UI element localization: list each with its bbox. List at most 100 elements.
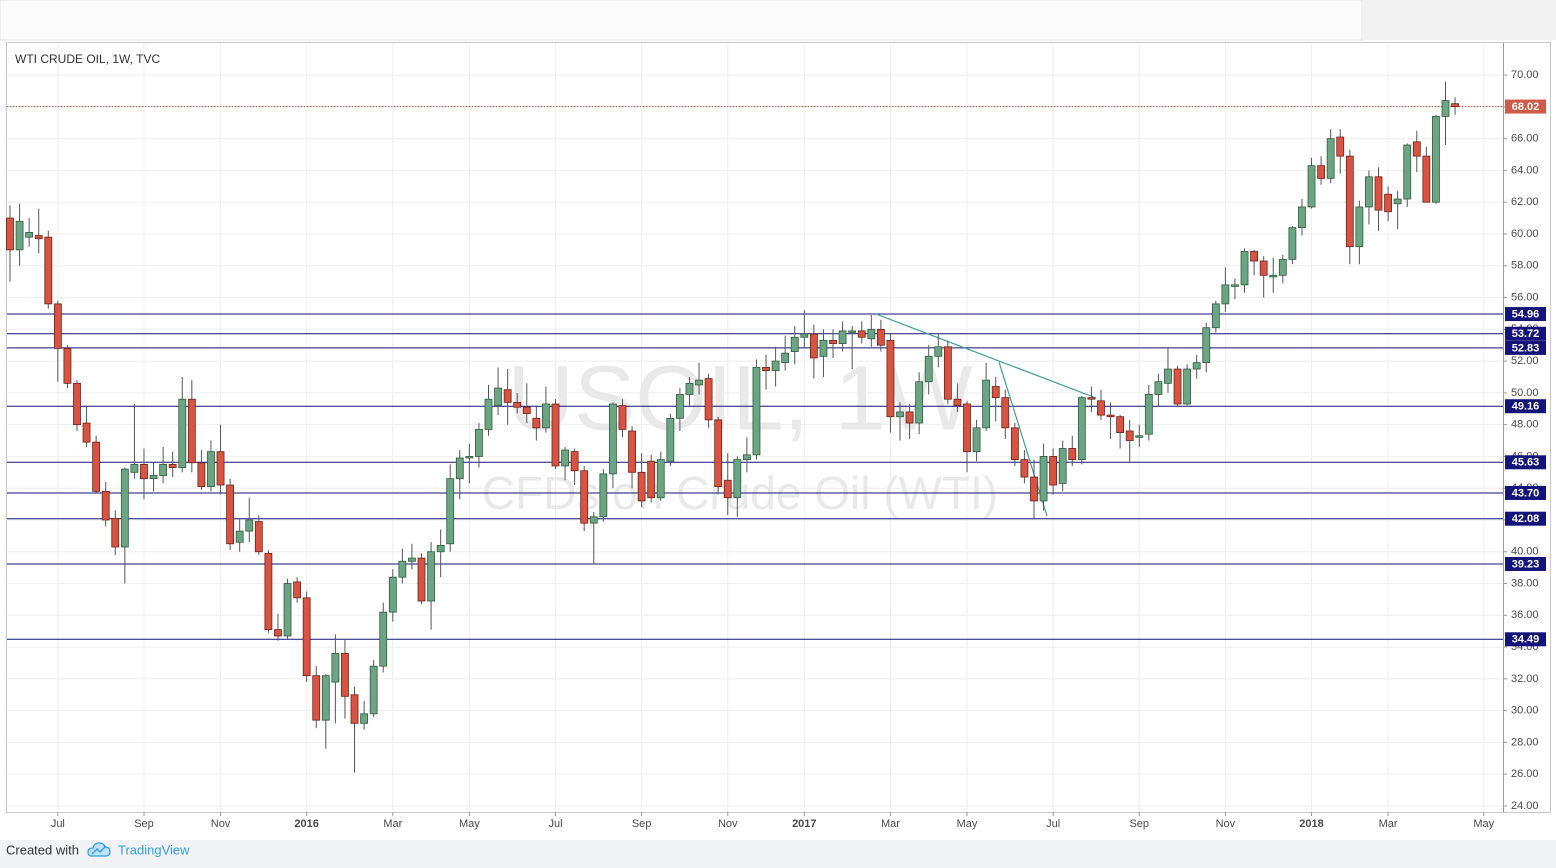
candle-body (15, 220, 24, 251)
candle-body (1240, 251, 1249, 286)
candle-body (197, 462, 206, 488)
top-bar-right (1362, 0, 1556, 40)
candle-body (1106, 414, 1115, 418)
candle-body (1192, 362, 1201, 370)
x-tick-label: 2016 (294, 818, 318, 830)
candle-body (283, 583, 292, 637)
candle-body (1039, 456, 1048, 502)
candle-body (704, 378, 713, 421)
candle-body (551, 403, 560, 467)
candle-body (34, 235, 43, 240)
candle-body (1269, 274, 1278, 278)
candle-body (819, 340, 828, 357)
last-price-line-label-box (1505, 99, 1546, 114)
candle-body (1183, 368, 1192, 405)
x-tick-label: 2018 (1299, 818, 1323, 830)
candle-body (1422, 155, 1431, 203)
x-tick-label: 2017 (792, 818, 816, 830)
candle-body (1374, 176, 1383, 211)
candle-body (178, 398, 187, 468)
candle-body (1135, 435, 1144, 438)
y-tick-label: 62.00 (1511, 196, 1539, 208)
level-line-label-box (1505, 326, 1546, 341)
candle-body (53, 303, 62, 349)
candle-body (465, 456, 474, 459)
candle-body (484, 398, 493, 430)
candle-body (379, 611, 388, 667)
level-line-label: 49.16 (1512, 401, 1540, 413)
x-tick-label: Nov (718, 818, 738, 830)
candle-body (829, 340, 837, 345)
candle-body (1164, 368, 1172, 384)
candle-body (733, 459, 742, 499)
y-tick-label: 60.00 (1511, 228, 1539, 240)
candle-body (73, 382, 81, 426)
y-tick-label: 32.00 (1511, 673, 1539, 685)
candle-body (1077, 397, 1086, 460)
level-line-label-box (1505, 632, 1546, 647)
x-tick-label: Jul (1046, 818, 1060, 830)
candle-body (723, 479, 732, 499)
candle-body (982, 379, 991, 429)
y-tick-label: 56.00 (1511, 291, 1539, 303)
level-line-label: 53.72 (1512, 328, 1540, 340)
watermark-symbol: USOIL, 1W (507, 347, 972, 449)
candle-body (656, 459, 665, 499)
candle-body (532, 417, 541, 429)
candle-body (800, 333, 809, 338)
x-tick-label: Jul (548, 818, 562, 830)
candle-body (1345, 155, 1354, 248)
y-tick-label: 40.00 (1511, 546, 1539, 558)
tradingview-logo[interactable] (87, 842, 111, 857)
level-line-label: 39.23 (1512, 558, 1540, 570)
candle-body (771, 360, 780, 372)
trendline (998, 361, 1048, 517)
x-tick-label: Mar (881, 818, 900, 830)
candle-body (1441, 100, 1450, 117)
candle-body (1144, 394, 1153, 435)
candle-body (168, 463, 177, 468)
candle-body (943, 346, 952, 400)
level-line-label-box (1505, 556, 1546, 571)
candle-body (245, 519, 254, 532)
candle-body (1231, 284, 1239, 287)
candle-body (991, 386, 1000, 399)
footer-brand[interactable]: TradingView (118, 842, 190, 857)
candle-body (436, 544, 445, 553)
level-line-label: 34.49 (1512, 634, 1540, 646)
candle-body (1326, 138, 1335, 179)
candle-body (369, 665, 378, 715)
candle-body (647, 460, 656, 499)
candle-body (6, 217, 14, 251)
candle-body (1221, 284, 1230, 305)
candle-body (293, 581, 302, 599)
candle-body (1403, 144, 1412, 200)
candle-body (522, 406, 531, 414)
candle-body (111, 517, 120, 548)
x-tick-label: Sep (632, 818, 652, 830)
candle-body (302, 597, 311, 677)
candle-body (1412, 141, 1421, 157)
trendline (875, 313, 1097, 399)
candle-body (1058, 448, 1067, 484)
candle-body (915, 381, 924, 424)
candle-body (580, 470, 589, 524)
candle-body (44, 236, 53, 305)
y-tick-label: 50.00 (1511, 387, 1539, 399)
level-line-label: 54.96 (1512, 308, 1540, 320)
candle-body (360, 713, 368, 724)
candle-body (446, 478, 455, 545)
candle-body (63, 347, 72, 384)
candle-body (388, 576, 397, 613)
x-tick-label: Mar (1379, 818, 1398, 830)
x-tick-label: Nov (1216, 818, 1236, 830)
candle-body (1307, 165, 1316, 208)
candle-body (25, 231, 34, 238)
x-tick-label: Mar (383, 818, 402, 830)
candle-body (714, 419, 723, 488)
candle-body (341, 653, 349, 697)
candle-body (1125, 430, 1134, 441)
candle-body (312, 675, 321, 721)
candle-body (1278, 259, 1287, 276)
